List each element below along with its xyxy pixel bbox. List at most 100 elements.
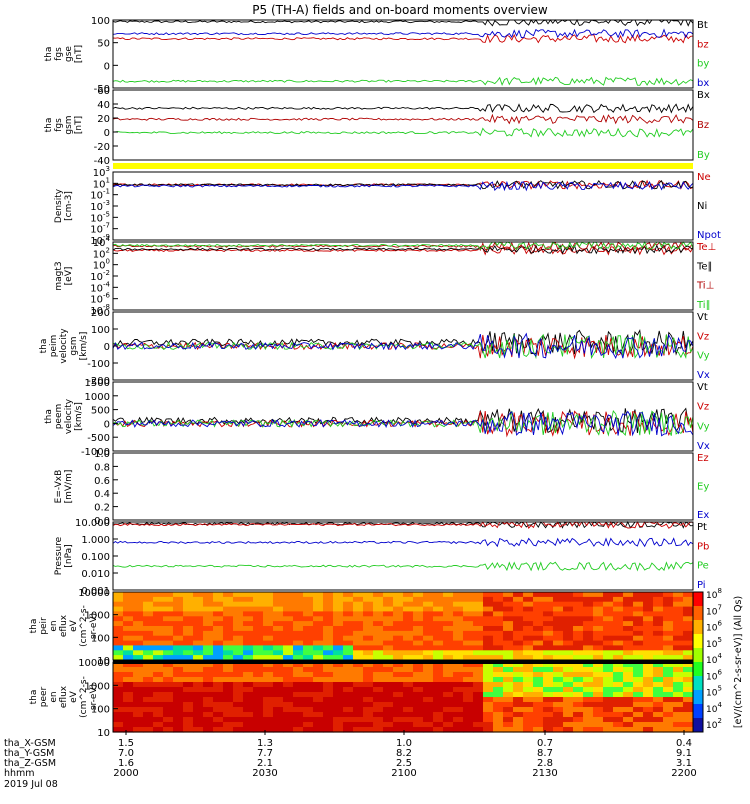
spectrogram-cell	[593, 687, 604, 693]
spectrogram-cell	[433, 601, 444, 608]
spectrogram-cell	[553, 650, 564, 656]
spectrogram-cell	[603, 722, 614, 728]
spectrogram-cell	[243, 667, 254, 673]
spectrogram-cell	[273, 596, 284, 603]
spectrogram-cell	[313, 616, 324, 622]
spectrogram-cell	[243, 697, 254, 703]
spectrogram-cell	[533, 687, 544, 693]
spectrogram-cell	[303, 592, 314, 598]
spectrogram-cell	[283, 662, 294, 668]
legend-Vx: Vx	[697, 441, 710, 452]
spectrogram-cell	[313, 640, 324, 647]
spectrogram-cell	[123, 672, 134, 678]
spectrogram-cell	[433, 687, 444, 693]
spectrogram-cell	[273, 630, 284, 637]
spectrogram-cell	[203, 621, 214, 627]
spectrogram-cell	[503, 626, 514, 632]
spectrogram-cell	[573, 687, 584, 693]
spectrogram-cell	[273, 682, 284, 688]
spectrogram-cell	[653, 640, 664, 647]
y-axis-label: tha	[44, 47, 54, 62]
spectrogram-cell	[273, 687, 284, 693]
spectrogram-cell	[593, 707, 604, 713]
spectrogram-cell	[243, 682, 254, 688]
spectrogram-cell	[653, 722, 664, 728]
spectrogram-cell	[363, 662, 374, 668]
spectrogram-cell	[213, 702, 224, 708]
spectrogram-cell	[223, 707, 234, 713]
spectrogram-cell	[613, 606, 624, 613]
spectrogram-cell	[643, 645, 654, 651]
spectrogram-cell	[553, 626, 564, 632]
spectrogram-cell	[543, 672, 554, 678]
spectrogram-cell	[383, 702, 394, 708]
spectrogram-cell	[363, 611, 374, 617]
spectrogram-cell	[543, 692, 554, 698]
spectrogram-cell	[483, 702, 494, 708]
y-axis-label: E=-VxB	[54, 470, 64, 504]
spectrogram-cell	[643, 687, 654, 693]
spectrogram-cell	[663, 707, 674, 713]
spectrogram-cell	[483, 722, 494, 728]
spectrogram-cell	[233, 592, 244, 598]
spectrogram-cell	[203, 702, 214, 708]
spectrogram-cell	[413, 697, 424, 703]
spectrogram-cell	[553, 677, 564, 683]
spectrogram-cell	[353, 717, 364, 723]
spectrogram-cell	[323, 702, 334, 708]
spectrogram-cell	[633, 667, 644, 673]
spectrogram-cell	[403, 717, 414, 723]
spectrogram-cell	[323, 616, 334, 622]
spectrogram-cell	[593, 677, 604, 683]
y-axis-label: tha	[44, 409, 54, 424]
spectrogram-cell	[483, 697, 494, 703]
spectrogram-cell	[573, 635, 584, 642]
spectrogram-cell	[563, 616, 574, 622]
spectrogram-cell	[483, 655, 494, 661]
y-tick-label: -1000	[81, 447, 110, 458]
spectrogram-cell	[603, 662, 614, 668]
spectrogram-cell	[183, 707, 194, 713]
spectrogram-cell	[443, 626, 454, 632]
y-axis-label: [mV/m]	[64, 470, 74, 504]
spectrogram-cell	[353, 606, 364, 613]
spectrogram-cell	[503, 712, 514, 718]
spectrogram-cell	[343, 621, 354, 627]
spectrogram-cell	[643, 682, 654, 688]
spectrogram-cell	[133, 655, 144, 661]
spectrogram-cell	[343, 662, 354, 668]
spectrogram-cell	[213, 712, 224, 718]
spectrogram-cell	[493, 682, 504, 688]
spectrogram-cell	[113, 697, 124, 703]
y-tick-label: -40	[94, 156, 110, 167]
spectrogram-cell	[273, 712, 284, 718]
spectrogram-cell	[423, 640, 434, 647]
spectrogram-cell	[473, 702, 484, 708]
spectrogram-cell	[163, 655, 174, 661]
spectrogram-cell	[423, 606, 434, 613]
spectrogram-cell	[173, 697, 184, 703]
spectrogram-cell	[543, 697, 554, 703]
spectrogram-cell	[233, 616, 244, 622]
spectrogram-cell	[393, 692, 404, 698]
spectrogram-cell	[153, 712, 164, 718]
spectrogram-cell	[313, 645, 324, 651]
spectrogram-cell	[413, 650, 424, 656]
spectrogram-cell	[113, 592, 124, 598]
spectrogram-cell	[633, 687, 644, 693]
y-tick-label: -100	[87, 359, 110, 370]
spectrogram-cell	[283, 592, 294, 598]
spectrogram-cell	[213, 626, 224, 632]
spectrogram-cell	[303, 682, 314, 688]
spectrogram-cell	[533, 712, 544, 718]
spectrogram-cell	[403, 596, 414, 603]
spectrogram-cell	[233, 650, 244, 656]
spectrogram-cell	[653, 650, 664, 656]
spectrogram-cell	[123, 640, 134, 647]
spectrogram-cell	[393, 596, 404, 603]
spectrogram-cell	[223, 722, 234, 728]
spectrogram-cell	[553, 616, 564, 622]
spectrogram-cell	[193, 592, 204, 598]
spectrogram-cell	[153, 640, 164, 647]
colorbar-tick-label: 104	[706, 652, 722, 666]
